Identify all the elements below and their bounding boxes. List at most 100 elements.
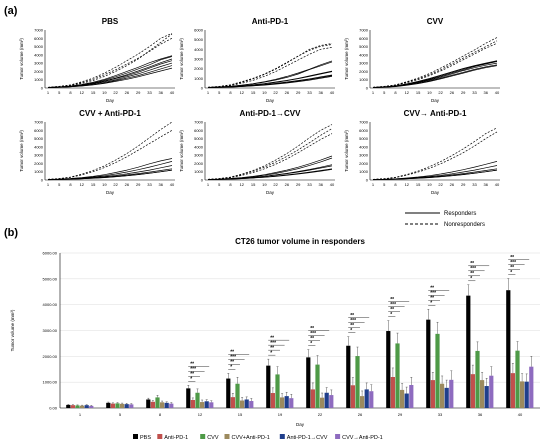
significance-stars: *** bbox=[230, 355, 236, 361]
x-tick-label: 26 bbox=[450, 90, 455, 95]
significance-stars: ** bbox=[270, 335, 274, 341]
series-line-solid bbox=[207, 61, 333, 88]
bar-Anti-PD-1 bbox=[430, 380, 435, 408]
x-tick-label: 26 bbox=[285, 182, 290, 187]
x-tick-label: 8 bbox=[69, 182, 72, 187]
y-tick-label: 0 bbox=[201, 178, 204, 183]
significance-stars: ** bbox=[350, 313, 354, 319]
y-tick-label: 1000 bbox=[359, 169, 369, 174]
significance-stars: *** bbox=[430, 291, 436, 297]
bar-CVV→Anti-PD-1 bbox=[489, 375, 494, 408]
series-line-dashed bbox=[207, 128, 333, 180]
significance-stars: ** bbox=[470, 261, 474, 267]
y-tick-label: 2000.00 bbox=[43, 354, 58, 359]
series-line-solid bbox=[372, 60, 498, 88]
x-tick-label: 12 bbox=[405, 182, 410, 187]
x-tick-label: 33 bbox=[147, 90, 152, 95]
x-tick-label: 36 bbox=[319, 90, 324, 95]
bar-PBS bbox=[306, 357, 311, 408]
bar-Anti-PD-1→CVV bbox=[324, 392, 329, 408]
y-tick-label: 0 bbox=[41, 86, 44, 91]
significance-stars: * bbox=[190, 376, 192, 382]
series-line-solid bbox=[372, 169, 498, 181]
x-axis-label: Day bbox=[296, 422, 305, 427]
series-line-solid bbox=[207, 75, 333, 89]
series-line-solid bbox=[372, 64, 498, 88]
y-axis-label: Tumor volume (mm³) bbox=[19, 38, 24, 80]
bar-CVV+Anti-PD-1 bbox=[400, 389, 405, 408]
significance-stars: *** bbox=[510, 260, 516, 266]
x-tick-label: 33 bbox=[307, 182, 312, 187]
significance-stars: ** bbox=[430, 296, 434, 302]
x-tick-label: 40 bbox=[330, 182, 335, 187]
y-tick-label: 6000 bbox=[194, 28, 204, 33]
bar-CVV+Anti-PD-1 bbox=[360, 396, 365, 408]
bar-CVV→Anti-PD-1 bbox=[89, 405, 94, 408]
x-tick-label: 40 bbox=[330, 90, 335, 95]
significance-stars: ** bbox=[230, 360, 234, 366]
y-tick-label: 4000 bbox=[359, 144, 369, 149]
y-tick-label: 6000 bbox=[34, 128, 44, 133]
significance-stars: * bbox=[510, 270, 512, 276]
y-tick-label: 1000 bbox=[34, 77, 44, 82]
bar-CVV bbox=[235, 383, 240, 408]
series-line-dashed bbox=[207, 43, 333, 88]
x-tick-label: 29 bbox=[398, 412, 403, 417]
x-tick-label: 26 bbox=[450, 182, 455, 187]
x-axis-label: Day bbox=[106, 190, 115, 195]
bar-CVV→Anti-PD-1 bbox=[129, 404, 134, 408]
x-tick-label: 40 bbox=[495, 90, 500, 95]
y-tick-label: 1000 bbox=[359, 77, 369, 82]
x-tick-label: 22 bbox=[438, 90, 443, 95]
bar-CVV+Anti-PD-1 bbox=[520, 381, 525, 408]
y-tick-label: 1000.00 bbox=[43, 380, 58, 385]
x-tick-label: 19 bbox=[427, 182, 432, 187]
bar-PBS bbox=[506, 290, 511, 408]
bar-CVV+Anti-PD-1 bbox=[280, 397, 285, 408]
x-tick-label: 19 bbox=[427, 90, 432, 95]
bar-Anti-PD-1→CVV bbox=[484, 386, 489, 408]
series-line-solid bbox=[372, 62, 498, 88]
x-tick-label: 19 bbox=[102, 182, 107, 187]
x-tick-label: 15 bbox=[91, 90, 96, 95]
x-tick-label: 29 bbox=[296, 90, 301, 95]
x-tick-label: 36 bbox=[484, 90, 489, 95]
x-tick-label: 40 bbox=[170, 182, 175, 187]
significance-stars: ** bbox=[310, 336, 314, 342]
x-tick-label: 8 bbox=[394, 90, 397, 95]
x-tick-label: 22 bbox=[273, 182, 278, 187]
bar-PBS bbox=[386, 331, 391, 408]
bar-Anti-PD-1 bbox=[190, 399, 195, 408]
bar-Anti-PD-1→CVV bbox=[124, 404, 129, 409]
chart-title: PBS bbox=[102, 17, 119, 26]
y-tick-label: 0.00 bbox=[49, 406, 58, 411]
series-line-dashed bbox=[207, 44, 333, 88]
significance-stars: ** bbox=[350, 323, 354, 329]
significance-stars: ** bbox=[430, 286, 434, 292]
x-tick-label: 15 bbox=[91, 182, 96, 187]
series-line-dashed bbox=[207, 47, 333, 88]
y-axis-label: Tumor volume (mm³) bbox=[344, 130, 349, 172]
bar-CVV+Anti-PD-1 bbox=[320, 397, 325, 408]
small-chart-4: Anti-PD-1→CVV 0 1000 2000 3000 4000 5000 6000 70… bbox=[179, 109, 335, 195]
x-tick-label: 22 bbox=[318, 412, 323, 417]
bar-CVV bbox=[515, 350, 520, 408]
y-tick-label: 2000 bbox=[359, 69, 369, 74]
significance-stars: * bbox=[230, 365, 232, 371]
x-tick-label: 29 bbox=[461, 182, 466, 187]
bar-CVV+Anti-PD-1 bbox=[160, 402, 165, 408]
y-tick-label: 3000 bbox=[194, 57, 204, 62]
bar-PBS bbox=[226, 378, 231, 408]
significance-stars: *** bbox=[470, 266, 476, 272]
series-line-solid bbox=[47, 58, 173, 88]
x-tick-label: 15 bbox=[251, 182, 256, 187]
y-tick-label: 1000 bbox=[34, 169, 44, 174]
significance-stars: *** bbox=[390, 302, 396, 308]
x-tick-label: 1 bbox=[47, 90, 50, 95]
series-line-dashed bbox=[47, 129, 173, 180]
bar-PBS bbox=[66, 404, 71, 408]
y-tick-label: 4000 bbox=[34, 144, 44, 149]
